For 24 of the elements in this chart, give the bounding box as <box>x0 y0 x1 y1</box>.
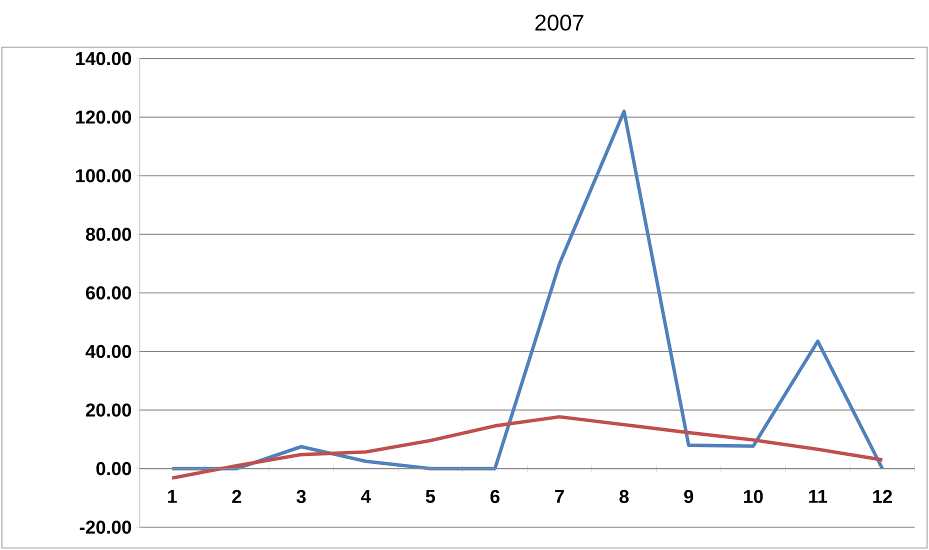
y-tick-label: 20.00 <box>86 404 132 417</box>
x-tick-label: 8 <box>620 490 629 504</box>
x-tick-label: 3 <box>296 490 306 504</box>
x-tick-label: 10 <box>744 490 763 504</box>
y-tick-label: 80.00 <box>86 228 132 241</box>
x-tick-label: 7 <box>555 490 564 503</box>
x-tick-label: 5 <box>426 490 436 503</box>
y-tick-label: 40.00 <box>86 344 132 358</box>
y-tick-label: -20.00 <box>80 520 132 534</box>
x-tick-label: 1 <box>168 490 177 503</box>
y-tick-label: 60.00 <box>86 286 132 300</box>
line-series <box>170 415 884 480</box>
x-tick-label: 11 <box>809 490 828 503</box>
x-tick-label: 9 <box>684 490 694 504</box>
x-tick-label: 2 <box>232 490 242 503</box>
y-tick-label: 120.00 <box>76 110 132 124</box>
x-tick-label: 4 <box>360 490 371 503</box>
y-tick-label: 140.00 <box>76 52 132 66</box>
line-series <box>170 110 884 470</box>
chart-title: 2007 <box>535 14 584 31</box>
x-tick-label: 12 <box>873 490 892 503</box>
y-tick-label: 100.00 <box>76 169 132 182</box>
y-tick-label: 0.00 <box>96 462 132 476</box>
x-tick-label: 6 <box>490 490 500 504</box>
